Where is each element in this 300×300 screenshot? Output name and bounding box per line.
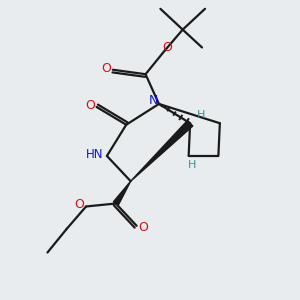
- Text: HN: HN: [86, 148, 103, 161]
- Text: O: O: [85, 99, 95, 112]
- Text: N: N: [149, 94, 158, 107]
- Text: O: O: [138, 221, 148, 234]
- Text: H: H: [188, 160, 196, 170]
- Polygon shape: [131, 121, 193, 181]
- Text: O: O: [101, 62, 111, 75]
- Text: H: H: [197, 110, 206, 120]
- Text: O: O: [75, 198, 85, 211]
- Polygon shape: [113, 181, 131, 205]
- Text: O: O: [162, 41, 172, 54]
